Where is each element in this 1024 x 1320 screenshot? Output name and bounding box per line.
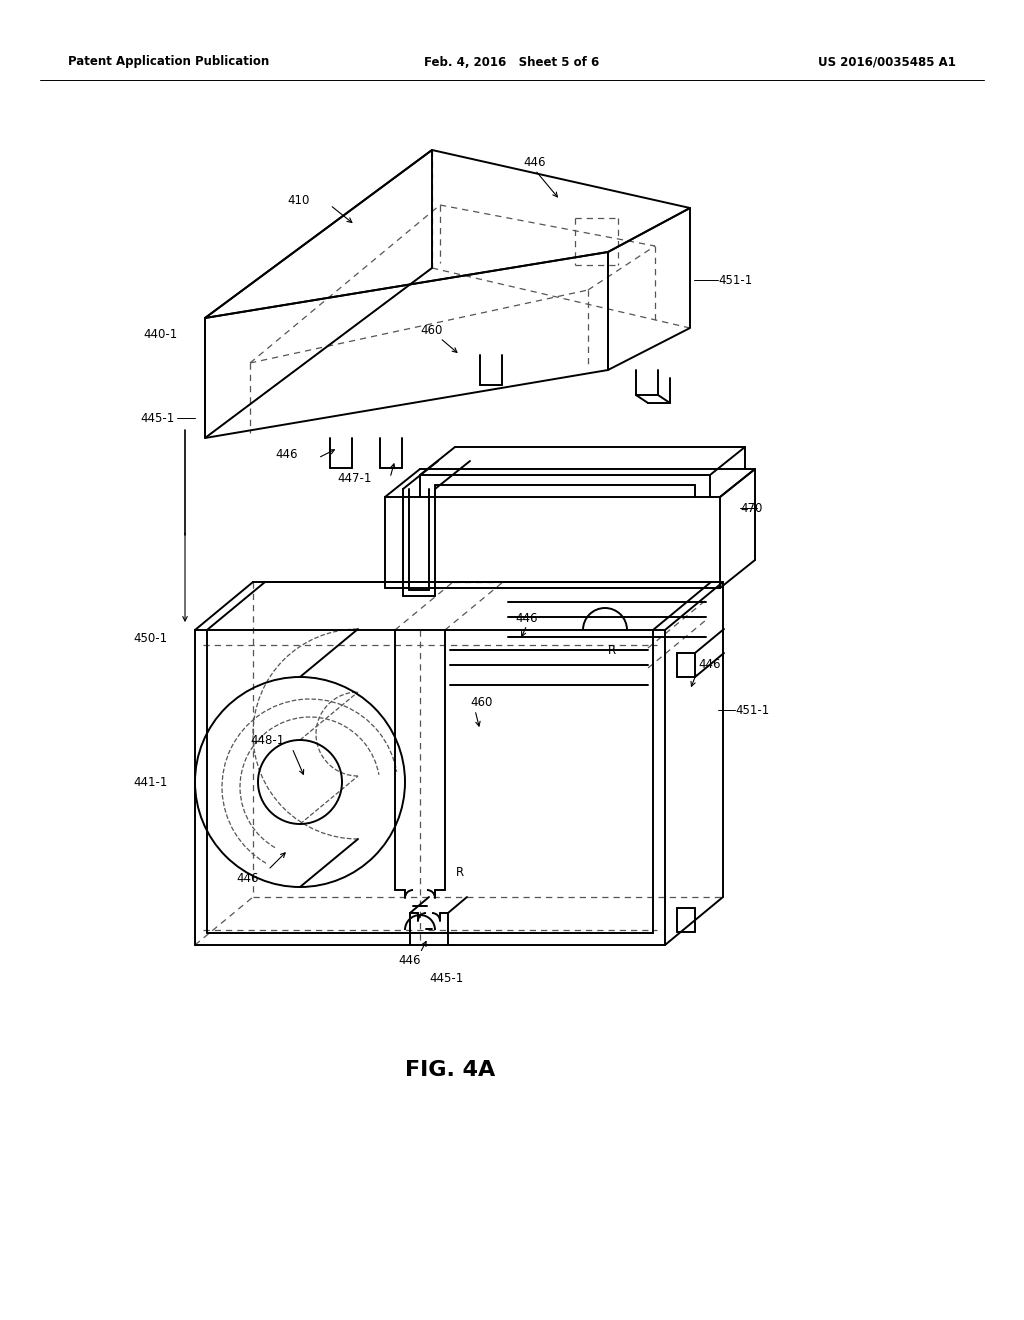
Text: 470: 470 — [740, 502, 763, 515]
Text: 445-1: 445-1 — [140, 412, 175, 425]
Text: 446: 446 — [275, 449, 298, 462]
Text: 445-1: 445-1 — [430, 972, 464, 985]
Text: US 2016/0035485 A1: US 2016/0035485 A1 — [818, 55, 956, 69]
Text: 440-1: 440-1 — [143, 329, 178, 342]
Text: 446: 446 — [237, 871, 259, 884]
Text: 460: 460 — [420, 323, 442, 337]
Text: 410: 410 — [288, 194, 310, 206]
Text: 451-1: 451-1 — [735, 704, 769, 717]
Text: 446: 446 — [523, 156, 546, 169]
Text: FIG. 4A: FIG. 4A — [404, 1060, 496, 1080]
Text: Patent Application Publication: Patent Application Publication — [68, 55, 269, 69]
Text: 446: 446 — [698, 659, 721, 672]
Text: Feb. 4, 2016   Sheet 5 of 6: Feb. 4, 2016 Sheet 5 of 6 — [424, 55, 600, 69]
Text: R: R — [456, 866, 464, 879]
Text: 450-1: 450-1 — [134, 631, 168, 644]
Text: 451-1: 451-1 — [718, 273, 753, 286]
Text: 446: 446 — [398, 953, 421, 966]
Text: 460: 460 — [470, 696, 493, 709]
Text: 448-1: 448-1 — [251, 734, 285, 747]
Text: 446: 446 — [516, 611, 539, 624]
Text: 441-1: 441-1 — [133, 776, 168, 788]
Text: R: R — [608, 644, 616, 656]
Text: 447-1: 447-1 — [338, 471, 372, 484]
